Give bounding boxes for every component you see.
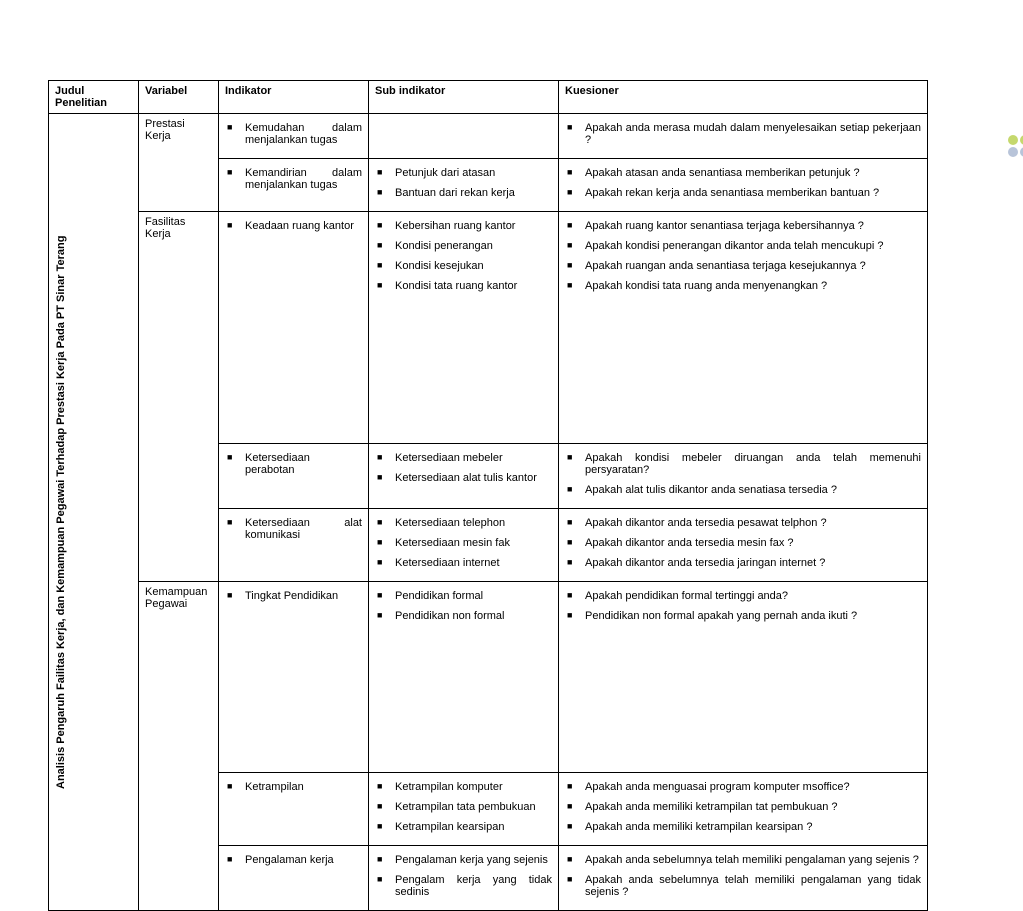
sub-cell: Pendidikan formal Pendidikan non formal xyxy=(369,581,559,773)
sub-cell: Pengalaman kerja yang sejenis Pengalam ke… xyxy=(369,846,559,911)
indikator-cell: Keadaan ruang kantor xyxy=(219,212,369,444)
list-item: Ketersediaan perabotan xyxy=(241,452,362,476)
header-judul: Judul Penelitian xyxy=(49,81,139,114)
list-item: Kondisi tata ruang kantor xyxy=(391,280,552,292)
kuesioner-cell: Apakah kondisi mebeler diruangan anda te… xyxy=(559,443,928,508)
kuesioner-cell: Apakah anda merasa mudah dalam menyelesa… xyxy=(559,114,928,159)
indikator-cell: Pengalaman kerja xyxy=(219,846,369,911)
list-item: Apakah anda merasa mudah dalam menyelesa… xyxy=(581,122,921,146)
variabel-cell: Kemampuan Pegawai xyxy=(139,581,219,911)
kuesioner-cell: Apakah atasan anda senantiasa memberikan… xyxy=(559,159,928,212)
list-item: Pengalaman kerja yang sejenis xyxy=(391,854,552,866)
list-item: Ketersediaan mesin fak xyxy=(391,537,552,549)
sub-cell: Ketersediaan telephon Ketersediaan mesin … xyxy=(369,508,559,581)
list-item: Apakah anda memiliki ketrampilan tat pem… xyxy=(581,801,921,813)
header-kuesioner: Kuesioner xyxy=(559,81,928,114)
kuesioner-cell: Apakah pendidikan formal tertinggi anda?… xyxy=(559,581,928,773)
indikator-cell: Ketersediaan alat komunikasi xyxy=(219,508,369,581)
list-item: Apakah pendidikan formal tertinggi anda? xyxy=(581,590,921,602)
list-item: Ketersediaan mebeler xyxy=(391,452,552,464)
list-item: Petunjuk dari atasan xyxy=(391,167,552,179)
list-item: Pendidikan formal xyxy=(391,590,552,602)
list-item: Kondisi kesejukan xyxy=(391,260,552,272)
table-row: Fasilitas Kerja Keadaan ruang kantor Keb… xyxy=(49,212,928,444)
list-item: Kemandirian dalam menjalankan tugas xyxy=(241,167,362,191)
indikator-cell: Kemudahan dalam menjalankan tugas xyxy=(219,114,369,159)
list-item: Apakah anda sebelumnya telah memiliki pe… xyxy=(581,874,921,898)
list-item: Keadaan ruang kantor xyxy=(241,220,362,232)
table-row: Kemampuan Pegawai Tingkat Pendidikan Pen… xyxy=(49,581,928,773)
sub-cell: Ketrampilan komputer Ketrampilan tata pem… xyxy=(369,773,559,846)
kuesioner-cell: Apakah dikantor anda tersedia pesawat te… xyxy=(559,508,928,581)
indikator-cell: Ketersediaan perabotan xyxy=(219,443,369,508)
list-item: Bantuan dari rekan kerja xyxy=(391,187,552,199)
list-item: Ketersediaan internet xyxy=(391,557,552,569)
list-item: Ketrampilan tata pembukuan xyxy=(391,801,552,813)
kuesioner-cell: Apakah anda menguasai program komputer m… xyxy=(559,773,928,846)
list-item: Ketersediaan alat komunikasi xyxy=(241,517,362,541)
list-item: Ketersediaan telephon xyxy=(391,517,552,529)
list-item: Pengalam kerja yang tidak sedinis xyxy=(391,874,552,898)
list-item: Apakah anda sebelumnya telah memiliki pe… xyxy=(581,854,921,866)
list-item: Ketrampilan xyxy=(241,781,362,793)
list-item: Apakah dikantor anda tersedia pesawat te… xyxy=(581,517,921,529)
sub-cell: Petunjuk dari atasan Bantuan dari rekan k… xyxy=(369,159,559,212)
list-item: Tingkat Pendidikan xyxy=(241,590,362,602)
judul-cell: Analisis Pengaruh Failitas Kerja, dan Ke… xyxy=(49,114,139,911)
sub-cell xyxy=(369,114,559,159)
header-variabel: Variabel xyxy=(139,81,219,114)
list-item: Apakah dikantor anda tersedia jaringan i… xyxy=(581,557,921,569)
header-sub: Sub indikator xyxy=(369,81,559,114)
list-item: Apakah ruangan anda senantiasa terjaga k… xyxy=(581,260,921,272)
list-item: Apakah kondisi penerangan dikantor anda … xyxy=(581,240,921,252)
list-item: Ketersediaan alat tulis kantor xyxy=(391,472,552,484)
list-item: Pendidikan non formal apakah yang pernah… xyxy=(581,610,921,622)
list-item: Apakah rekan kerja anda senantiasa membe… xyxy=(581,187,921,199)
list-item: Kemudahan dalam menjalankan tugas xyxy=(241,122,362,146)
table-row: Analisis Pengaruh Failitas Kerja, dan Ke… xyxy=(49,114,928,159)
list-item: Apakah anda memiliki ketrampilan kearsip… xyxy=(581,821,921,833)
indikator-cell: Kemandirian dalam menjalankan tugas xyxy=(219,159,369,212)
list-item: Apakah alat tulis dikantor anda senatias… xyxy=(581,484,921,496)
variabel-cell: Fasilitas Kerja xyxy=(139,212,219,582)
list-item: Kondisi penerangan xyxy=(391,240,552,252)
table-header-row: Judul Penelitian Variabel Indikator Sub … xyxy=(49,81,928,114)
list-item: Pengalaman kerja xyxy=(241,854,362,866)
kuesioner-cell: Apakah ruang kantor senantiasa terjaga k… xyxy=(559,212,928,444)
sub-cell: Kebersihan ruang kantor Kondisi peneranga… xyxy=(369,212,559,444)
sub-cell: Ketersediaan mebeler Ketersediaan alat tu… xyxy=(369,443,559,508)
research-table: Judul Penelitian Variabel Indikator Sub … xyxy=(48,80,928,911)
list-item: Ketrampilan kearsipan xyxy=(391,821,552,833)
header-indikator: Indikator xyxy=(219,81,369,114)
list-item: Pendidikan non formal xyxy=(391,610,552,622)
list-item: Apakah dikantor anda tersedia mesin fax … xyxy=(581,537,921,549)
indikator-cell: Ketrampilan xyxy=(219,773,369,846)
list-item: Apakah ruang kantor senantiasa terjaga k… xyxy=(581,220,921,232)
list-item: Apakah kondisi tata ruang anda menyenang… xyxy=(581,280,921,292)
kuesioner-cell: Apakah anda sebelumnya telah memiliki pe… xyxy=(559,846,928,911)
list-item: Ketrampilan komputer xyxy=(391,781,552,793)
variabel-cell: Prestasi Kerja xyxy=(139,114,219,212)
list-item: Kebersihan ruang kantor xyxy=(391,220,552,232)
list-item: Apakah kondisi mebeler diruangan anda te… xyxy=(581,452,921,476)
indikator-cell: Tingkat Pendidikan xyxy=(219,581,369,773)
list-item: Apakah anda menguasai program komputer m… xyxy=(581,781,921,793)
list-item: Apakah atasan anda senantiasa memberikan… xyxy=(581,167,921,179)
